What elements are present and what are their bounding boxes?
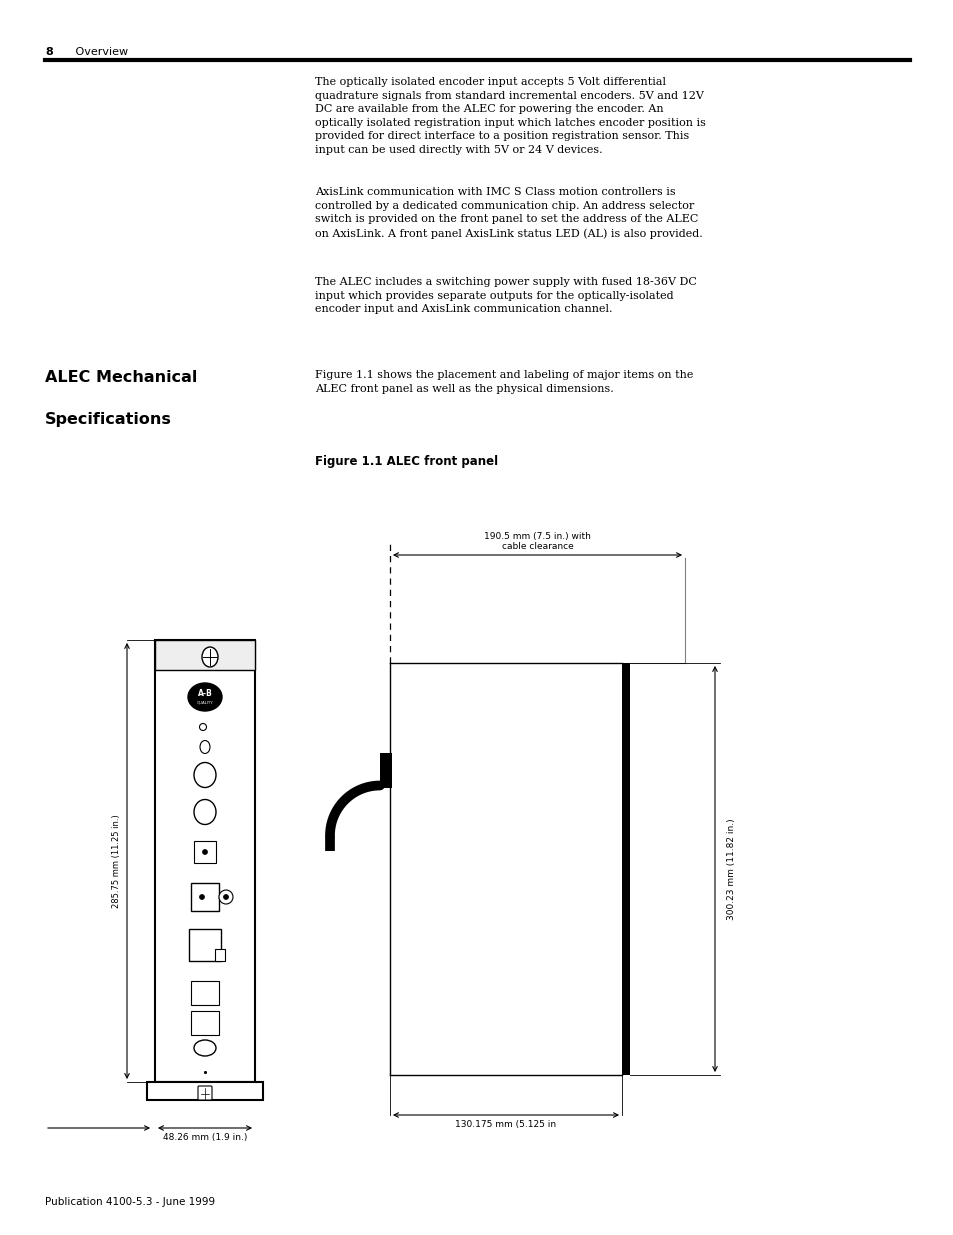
Circle shape	[199, 724, 206, 730]
Bar	[191, 883, 219, 911]
Text: Publication 4100-5.3 - June 1999: Publication 4100-5.3 - June 1999	[45, 1197, 214, 1207]
Ellipse shape	[193, 762, 215, 788]
Circle shape	[199, 894, 204, 899]
Text: A-B: A-B	[197, 689, 213, 699]
Bar	[189, 929, 221, 961]
Text: Figure 1.1 ALEC front panel: Figure 1.1 ALEC front panel	[314, 454, 497, 468]
Text: ALEC Mechanical: ALEC Mechanical	[45, 370, 197, 385]
Circle shape	[202, 850, 208, 855]
Ellipse shape	[202, 647, 218, 667]
Bar	[191, 1011, 219, 1035]
Text: Specifications: Specifications	[45, 412, 172, 427]
Bar	[191, 981, 219, 1005]
Bar	[154, 640, 254, 1082]
Circle shape	[219, 890, 233, 904]
Bar	[621, 663, 629, 1074]
Text: 285.75 mm (11.25 in.): 285.75 mm (11.25 in.)	[112, 814, 121, 908]
Text: Figure 1.1 shows the placement and labeling of major items on the
ALEC front pan: Figure 1.1 shows the placement and label…	[314, 370, 693, 394]
Text: AxisLink communication with IMC S Class motion controllers is
controlled by a de: AxisLink communication with IMC S Class …	[314, 186, 702, 238]
Text: The optically isolated encoder input accepts 5 Volt differential
quadrature sign: The optically isolated encoder input acc…	[314, 77, 705, 156]
Circle shape	[223, 894, 229, 899]
Bar	[154, 640, 254, 671]
Text: 130.175 mm (5.125 in: 130.175 mm (5.125 in	[455, 1120, 556, 1129]
Text: 8: 8	[45, 47, 52, 57]
Text: 48.26 mm (1.9 in.): 48.26 mm (1.9 in.)	[163, 1132, 247, 1142]
Text: Overview: Overview	[65, 47, 128, 57]
Bar	[193, 841, 215, 863]
Ellipse shape	[193, 799, 215, 825]
FancyBboxPatch shape	[198, 1086, 212, 1100]
Ellipse shape	[193, 1040, 215, 1056]
Ellipse shape	[200, 741, 210, 753]
Text: The ALEC includes a switching power supply with fused 18-36V DC
input which prov: The ALEC includes a switching power supp…	[314, 277, 696, 314]
Text: 190.5 mm (7.5 in.) with
cable clearance: 190.5 mm (7.5 in.) with cable clearance	[483, 531, 590, 551]
Bar	[147, 1082, 263, 1100]
Ellipse shape	[188, 683, 222, 711]
Bar	[214, 948, 225, 961]
Text: 300.23 mm (11.82 in.): 300.23 mm (11.82 in.)	[726, 819, 735, 920]
Text: QUALITY: QUALITY	[196, 701, 213, 705]
Bar	[379, 752, 392, 788]
